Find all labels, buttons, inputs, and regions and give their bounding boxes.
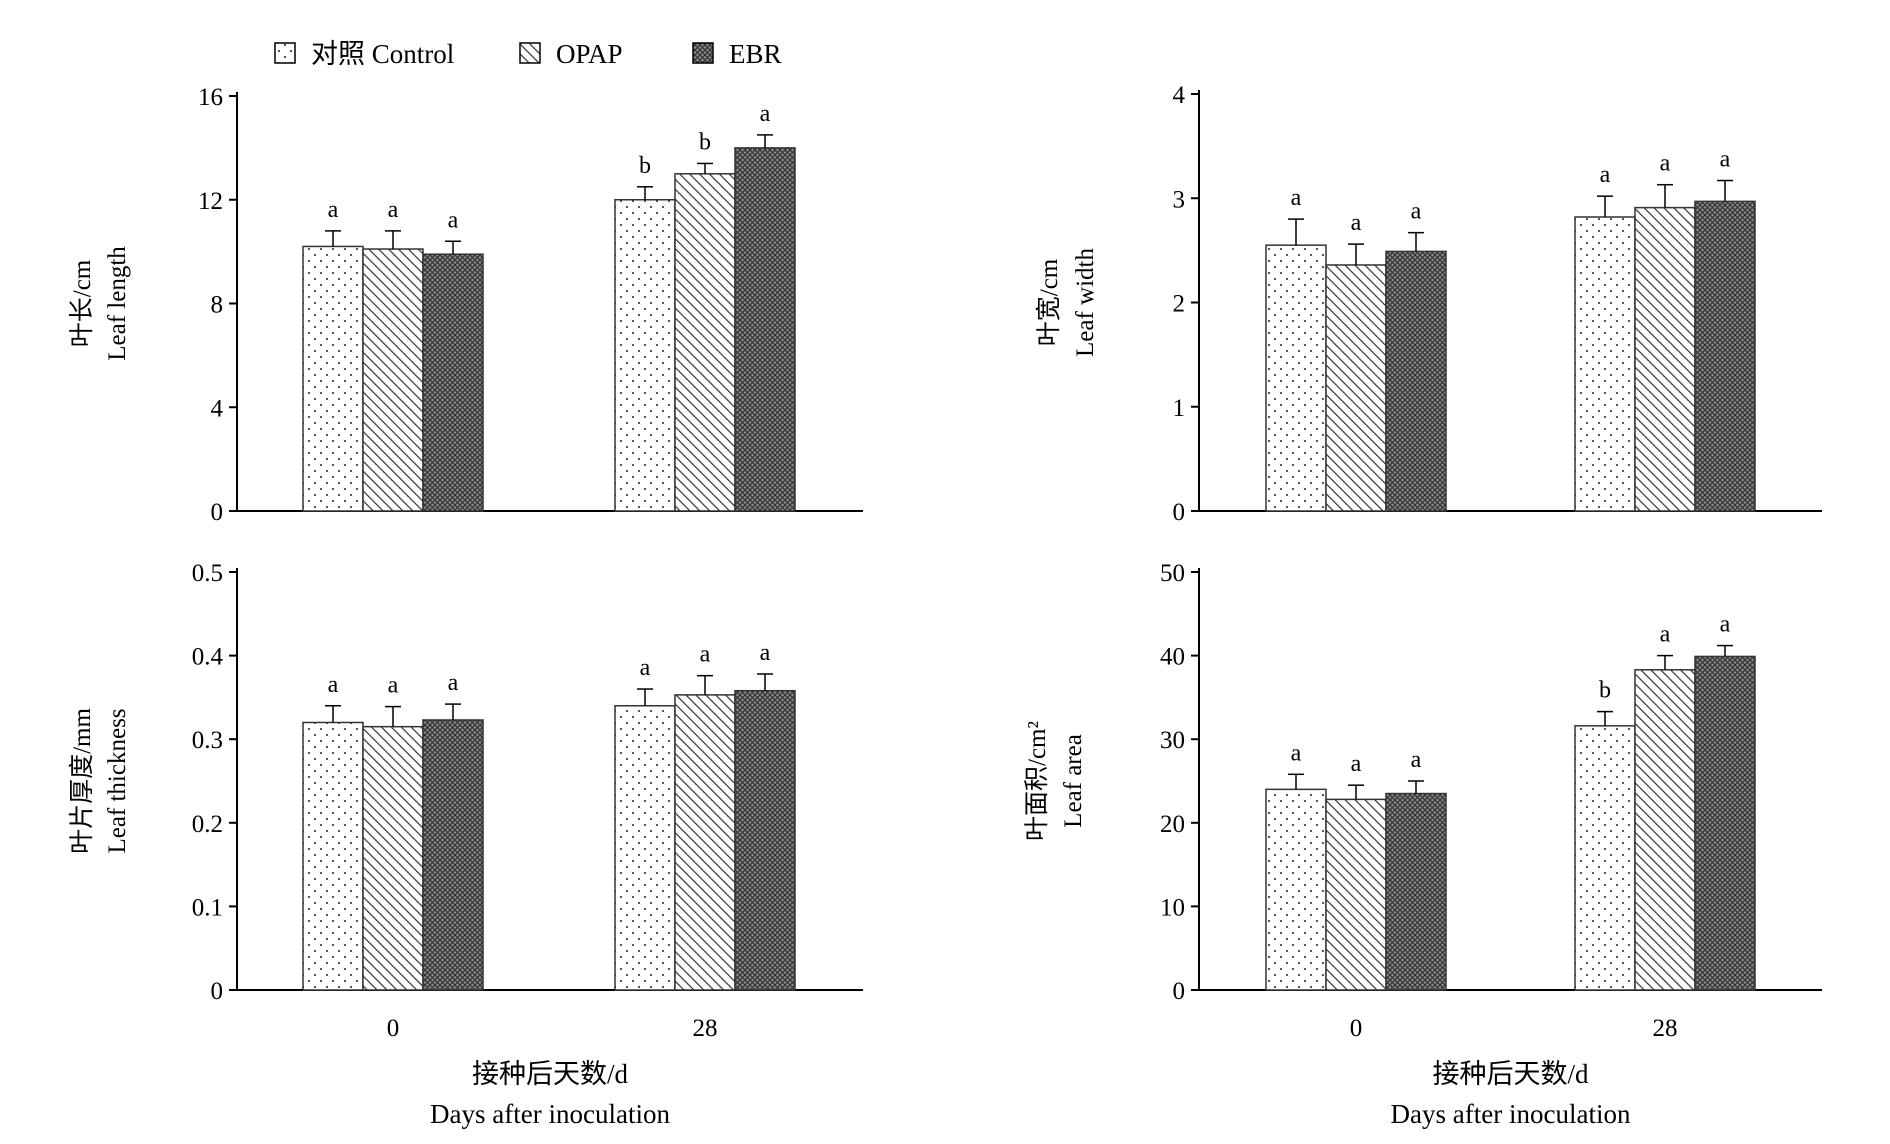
y-axis-label-en: Leaf thickness	[104, 708, 131, 853]
legend-swatch-dots	[274, 42, 296, 64]
significance-letter: a	[1720, 612, 1731, 638]
significance-letter: b	[1599, 678, 1611, 704]
bar-cross-day-28	[734, 689, 796, 991]
y-tick-label: 2	[1173, 291, 1186, 318]
x-tick-label: 28	[1653, 1015, 1678, 1042]
y-axis-label-en: Leaf width	[1072, 248, 1099, 357]
y-tick-label: 0	[211, 499, 224, 526]
significance-letter: a	[448, 670, 459, 696]
significance-letter: b	[639, 153, 651, 179]
significance-letter: a	[760, 640, 771, 666]
y-tick-label: 0.4	[192, 644, 224, 671]
bar-diag-day-28	[674, 694, 736, 991]
bar-cross-day-0	[1385, 792, 1447, 991]
y-tick-label: 50	[1160, 560, 1185, 587]
significance-letter: a	[448, 207, 459, 233]
x-axis-label-en: Days after inoculation	[1391, 1099, 1631, 1129]
leaf-length-chart: 0 4 8 12 16 a a a b b a 叶长/cm Leaf length	[68, 84, 863, 526]
significance-letter: a	[1411, 199, 1422, 225]
bar-cross-day-0	[422, 253, 484, 512]
bar-dots-day-28	[1574, 725, 1636, 991]
y-tick-label: 8	[211, 292, 224, 319]
bar-diag-day-28	[1634, 669, 1696, 991]
y-axis-label-cn: 叶宽/cm	[1035, 258, 1063, 346]
significance-letter: b	[699, 129, 711, 155]
bar-cross-day-0	[422, 719, 484, 991]
bar-diag-day-28	[1634, 206, 1696, 512]
y-axis-label-en: Leaf area	[1060, 734, 1087, 828]
x-tick-label: 28	[693, 1015, 718, 1042]
y-tick-label: 0.3	[192, 727, 223, 754]
y-tick-label: 20	[1160, 811, 1185, 838]
legend-label-diag: OPAP	[556, 39, 623, 69]
y-tick-label: 0	[211, 978, 224, 1005]
significance-letter: a	[1351, 210, 1362, 236]
leaf-area-chart: 0 10 20 30 40 50 a a a 0 b a a 28 叶面积/cm² Leaf area 接种后天…	[1023, 560, 1822, 1129]
y-axis-label-cn: 叶片厚度/mm	[68, 708, 96, 854]
bar-dots-day-0	[1265, 788, 1327, 991]
significance-letter: a	[1411, 747, 1422, 773]
legend-swatch-diag	[519, 42, 541, 64]
y-tick-label: 30	[1160, 727, 1185, 754]
legend-label-cross: EBR	[729, 39, 782, 69]
significance-letter: a	[328, 197, 339, 223]
y-tick-label: 4	[1173, 82, 1186, 109]
bar-dots-day-28	[614, 705, 676, 991]
legend-label-dots: 对照 Control	[311, 39, 454, 69]
significance-letter: a	[328, 672, 339, 698]
bar-dots-day-0	[302, 245, 364, 512]
y-tick-label: 0	[1173, 978, 1186, 1005]
x-axis-label-cn: 接种后天数/d	[1432, 1059, 1589, 1089]
y-tick-label: 40	[1160, 644, 1185, 671]
y-axis-label-en: Leaf length	[104, 246, 131, 361]
significance-letter: a	[1600, 162, 1611, 188]
significance-letter: a	[1291, 185, 1302, 211]
bar-diag-day-0	[362, 248, 424, 512]
significance-letter: a	[760, 101, 771, 127]
x-axis-label-en: Days after inoculation	[430, 1099, 670, 1129]
x-tick-label: 0	[387, 1015, 400, 1042]
significance-letter: a	[1660, 622, 1671, 648]
x-tick-label: 0	[1350, 1015, 1363, 1042]
bar-dots-day-28	[614, 199, 676, 512]
significance-letter: a	[1351, 751, 1362, 777]
x-axis-label-cn: 接种后天数/d	[472, 1059, 629, 1089]
significance-letter: a	[1291, 740, 1302, 766]
significance-letter: a	[700, 642, 711, 668]
significance-letter: a	[1660, 151, 1671, 177]
leaf-width-chart: 0 1 2 3 4 a a a a a a 叶宽/cm Leaf width	[1035, 82, 1822, 526]
y-tick-label: 12	[198, 188, 223, 215]
bar-dots-day-0	[302, 721, 364, 991]
bar-diag-day-0	[1325, 798, 1387, 991]
y-tick-label: 0.2	[192, 811, 223, 838]
significance-letter: a	[388, 673, 399, 699]
y-tick-label: 10	[1160, 894, 1185, 921]
y-tick-label: 4	[211, 395, 224, 422]
y-tick-label: 16	[198, 84, 223, 111]
legend: 对照 Control OPAP EBR	[274, 39, 782, 69]
bar-dots-day-28	[1574, 216, 1636, 512]
y-tick-label: 3	[1173, 186, 1186, 213]
significance-letter: a	[640, 655, 651, 681]
y-axis-label-cn: 叶面积/cm²	[1023, 721, 1051, 841]
significance-letter: a	[388, 197, 399, 223]
bar-cross-day-28	[734, 147, 796, 512]
y-axis-label-cn: 叶长/cm	[68, 259, 96, 347]
y-tick-label: 0.1	[192, 894, 223, 921]
bar-cross-day-28	[1694, 200, 1756, 512]
legend-swatch-cross	[692, 42, 714, 64]
bar-diag-day-28	[674, 173, 736, 512]
bar-diag-day-0	[1325, 264, 1387, 512]
bar-dots-day-0	[1265, 244, 1327, 512]
y-tick-label: 0.5	[192, 560, 223, 587]
y-tick-label: 0	[1173, 499, 1186, 526]
leaf-thickness-chart: 0 0.1 0.2 0.3 0.4 0.5 a a a 0 a a a 28 叶片厚度/mm Leaf thi…	[68, 560, 863, 1129]
significance-letter: a	[1720, 147, 1731, 173]
bar-cross-day-28	[1694, 655, 1756, 991]
bar-diag-day-0	[362, 725, 424, 991]
y-tick-label: 1	[1173, 395, 1186, 422]
bar-cross-day-0	[1385, 250, 1447, 512]
